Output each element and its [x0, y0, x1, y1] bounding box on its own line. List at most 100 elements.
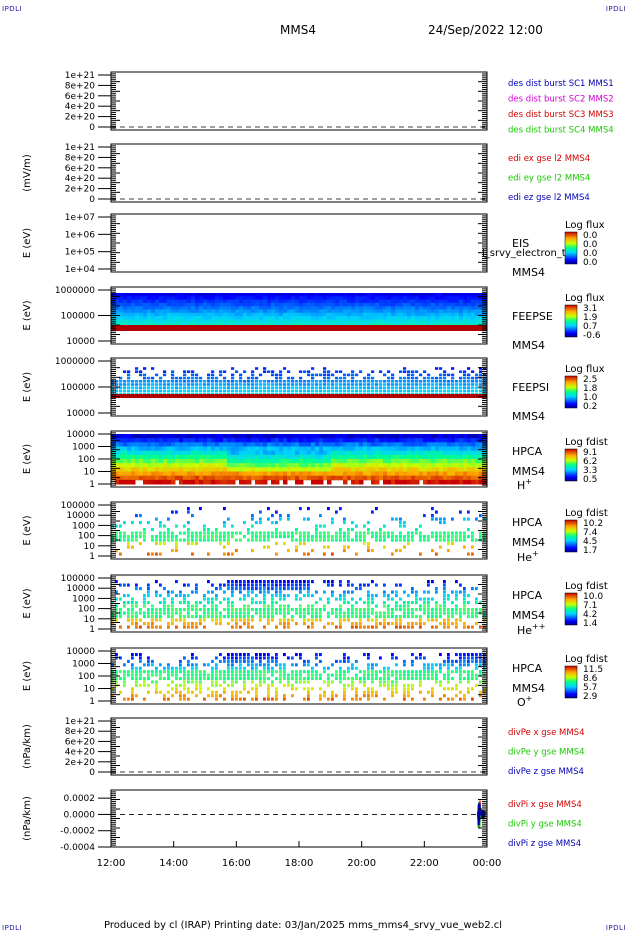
hpca_h-cell — [431, 479, 436, 485]
hpca_h-cell — [215, 442, 220, 447]
feepse-cell — [359, 306, 364, 310]
hpca_he-cell — [307, 531, 310, 535]
hpca_h-cell — [419, 442, 424, 447]
feepsi-cell — [323, 376, 327, 380]
feepse-cell — [355, 322, 360, 327]
feepse-cell — [251, 299, 256, 304]
feepse-cell — [235, 299, 240, 304]
feepse-cell — [299, 316, 304, 320]
hpca_h-cell — [347, 454, 352, 460]
hpca_hepp-cell — [275, 587, 278, 591]
hpca_h-cell — [415, 446, 420, 452]
feepse-cell — [219, 309, 224, 314]
hpca_hepp-cell — [447, 618, 450, 622]
hpca_hepp-cell — [475, 611, 478, 615]
feepse-cell — [171, 309, 176, 314]
hpca_he-cell — [155, 535, 158, 539]
feepse-cell — [231, 309, 236, 314]
hpca_h-cell — [115, 479, 120, 485]
hpca_h-cell — [267, 442, 272, 447]
feepse-cell — [319, 302, 324, 307]
hpca_o-cell — [347, 656, 350, 660]
hpca_hepp-cell — [307, 625, 310, 629]
feepse-cell — [143, 299, 148, 304]
hpca_hepp-cell — [363, 611, 366, 615]
feepse-cell — [263, 319, 268, 324]
feepse-cell — [275, 302, 280, 307]
feepse-cell — [271, 319, 276, 324]
hpca_h-cell — [475, 446, 480, 452]
hpca_he-cell — [307, 517, 310, 521]
hpca_hepp-cell — [363, 583, 366, 587]
feepse-band — [111, 325, 487, 331]
hpca_h-cell — [171, 467, 176, 472]
hpca_hepp-cell — [375, 615, 378, 619]
hpca_hepp-cell — [183, 622, 186, 626]
hpca_o-cell — [255, 683, 258, 687]
hpca_he-cell — [167, 517, 170, 521]
feepsi-cell — [359, 380, 363, 383]
hpca_o-cell — [139, 666, 142, 670]
hpca_h-cell — [355, 442, 360, 447]
hpca_h-cell — [411, 446, 416, 452]
feepsi-cell — [259, 380, 263, 383]
hpca_hepp-cell — [279, 590, 282, 594]
hpca_h-cell — [419, 446, 424, 452]
feepse-cell — [383, 319, 388, 324]
hpca_he-cell — [339, 531, 342, 535]
feepsi-colorbar-tick-label: 0.2 — [583, 402, 597, 412]
hpca_h-cell — [387, 442, 392, 447]
hpca_he-cell — [163, 531, 166, 535]
hpca_he-cell — [355, 535, 358, 539]
feepsi-cell — [403, 380, 407, 383]
hpca_hepp-cell — [263, 587, 266, 591]
feepse-cell — [147, 296, 152, 301]
hpca_h-cell — [335, 475, 340, 481]
hpca_hepp-cell — [135, 615, 138, 619]
feepsi-cell — [403, 367, 407, 370]
feepsi-cell — [223, 380, 227, 383]
hpca_o-cell — [287, 673, 290, 677]
feepse-cell — [211, 309, 216, 314]
hpca_he-cell — [155, 517, 158, 521]
feepsi-cell — [467, 386, 471, 389]
hpca_hepp-cell — [347, 580, 350, 584]
hpca_h-cell — [163, 463, 168, 468]
hpca_hepp-cell — [147, 583, 150, 587]
feepsi-cell — [355, 386, 359, 389]
hpca_hepp-cell — [395, 625, 398, 629]
hpca_hepp-cell — [263, 615, 266, 619]
hpca_h-cell — [359, 446, 364, 452]
feepse-cell — [355, 319, 360, 324]
hpca_hepp-cell — [391, 622, 394, 626]
hpca_hepp-cell — [411, 611, 414, 615]
hpca_h-cell — [463, 479, 468, 485]
feepsi-cell — [263, 370, 267, 373]
hpca_h-cell — [127, 471, 132, 477]
feepse-cell — [331, 306, 336, 310]
hpca_he-cell — [251, 514, 254, 518]
feepse-cell — [139, 293, 144, 297]
hpca_hepp-cell — [127, 611, 130, 615]
hpca_o-cell — [247, 656, 250, 660]
hpca_o-cell — [319, 687, 322, 691]
hpca_h-cell — [475, 475, 480, 481]
feepse-cell — [343, 302, 348, 307]
hpca_h-cell — [479, 446, 484, 452]
feepse-cell — [239, 309, 244, 314]
feepsi-cell — [235, 380, 239, 383]
hpca_he-cell — [359, 538, 362, 542]
hpca_hepp-cell — [403, 615, 406, 619]
hpca_o-cell — [295, 670, 298, 674]
hpca_h-cell — [183, 475, 188, 481]
feepsi-cell — [367, 373, 371, 377]
hpca_h-cell — [447, 446, 452, 452]
hpca_h-cell — [379, 459, 384, 464]
hpca_o-cell — [239, 659, 242, 663]
feepse-cell — [275, 312, 280, 317]
hpca_hepp-cell — [155, 608, 158, 612]
feepse-cell — [251, 302, 256, 307]
hpca_h-cell — [127, 467, 132, 472]
feepse-cell — [263, 306, 268, 310]
hpca_h-cell — [411, 454, 416, 460]
